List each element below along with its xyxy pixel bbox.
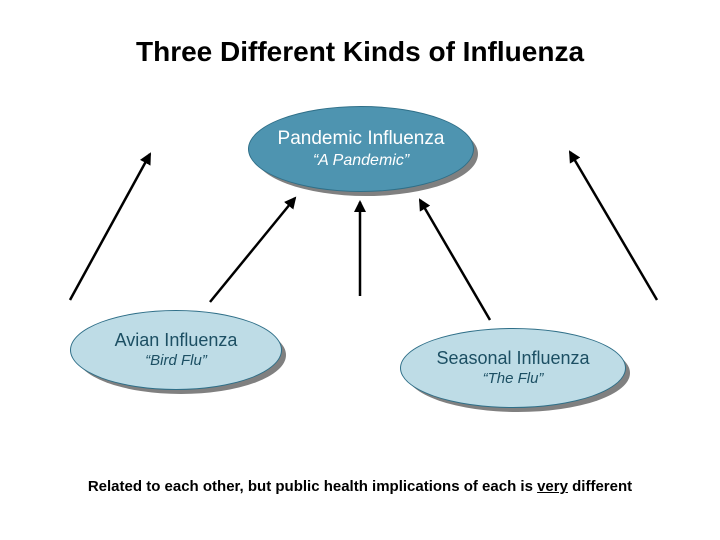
arrow	[70, 154, 150, 300]
node-seasonal: Seasonal Influenza “The Flu”	[400, 328, 624, 406]
arrow	[210, 198, 295, 302]
footer-suffix: different	[568, 478, 632, 495]
node-pandemic-title: Pandemic Influenza	[278, 128, 445, 151]
arrow-layer	[0, 0, 720, 540]
node-seasonal-title: Seasonal Influenza	[436, 348, 589, 370]
arrow	[570, 152, 657, 300]
node-seasonal-subtitle: “The Flu”	[483, 370, 544, 388]
slide-title: Three Different Kinds of Influenza	[0, 36, 720, 68]
footer-prefix: Related to each other, but public health…	[88, 478, 537, 495]
node-avian: Avian Influenza “Bird Flu”	[70, 310, 280, 388]
footer-caption: Related to each other, but public health…	[0, 478, 720, 495]
node-avian-title: Avian Influenza	[115, 330, 238, 352]
node-avian-subtitle: “Bird Flu”	[145, 352, 207, 370]
node-pandemic: Pandemic Influenza “A Pandemic”	[248, 106, 472, 190]
arrow	[420, 200, 490, 320]
footer-emph: very	[537, 478, 568, 495]
node-pandemic-subtitle: “A Pandemic”	[313, 151, 409, 170]
